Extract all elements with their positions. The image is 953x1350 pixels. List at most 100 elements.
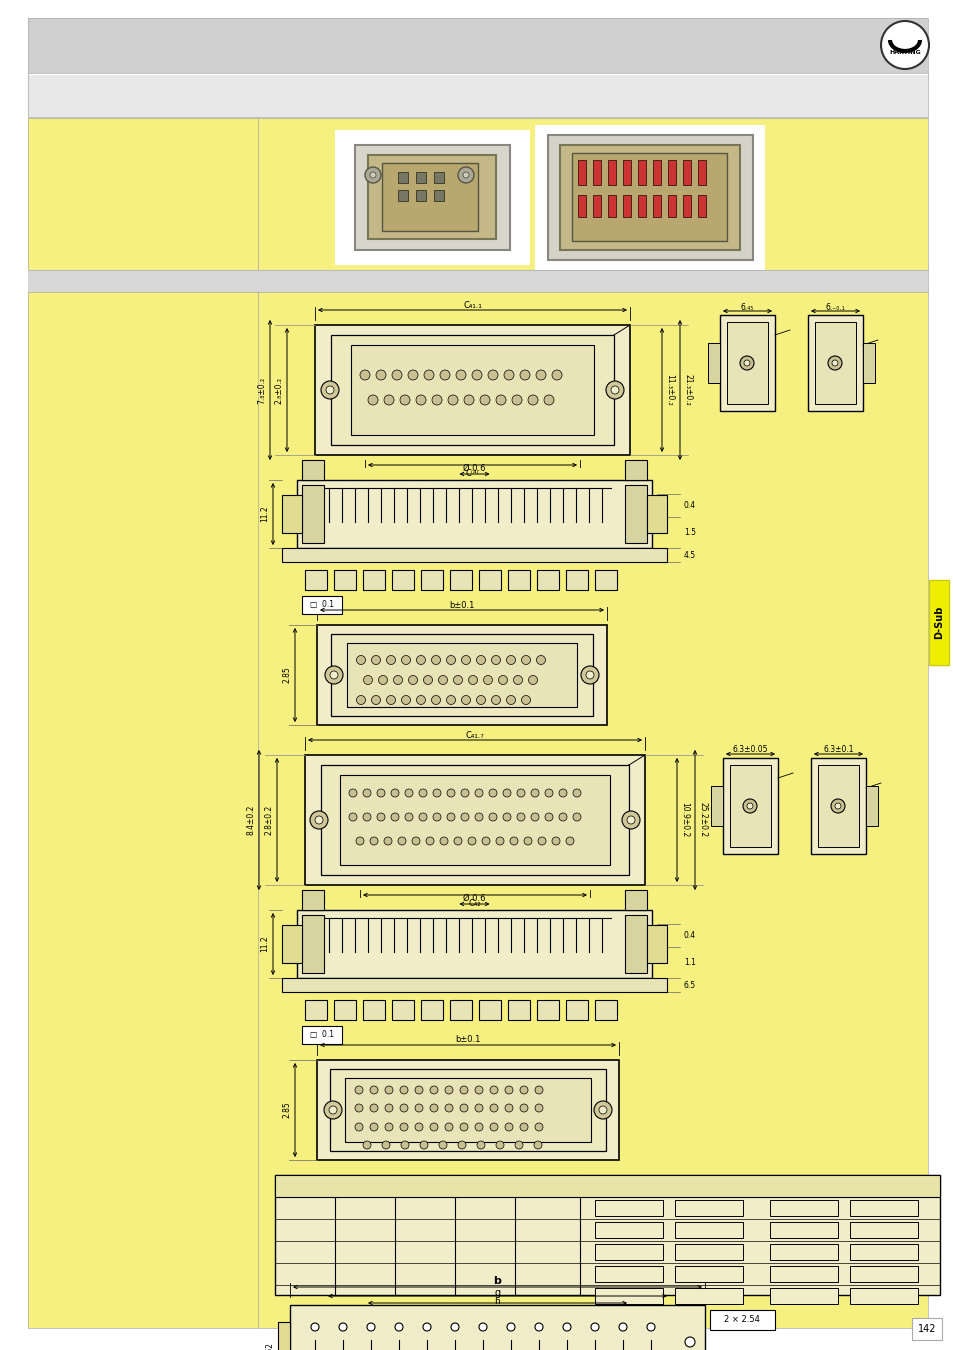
Text: 4.5: 4.5 xyxy=(683,551,696,559)
Circle shape xyxy=(468,675,477,684)
Circle shape xyxy=(459,1085,468,1094)
Circle shape xyxy=(527,396,537,405)
Circle shape xyxy=(393,675,402,684)
Circle shape xyxy=(329,1106,336,1114)
Circle shape xyxy=(521,656,530,664)
Circle shape xyxy=(324,1102,341,1119)
Circle shape xyxy=(365,167,380,184)
Bar xyxy=(928,580,948,666)
Circle shape xyxy=(370,1104,377,1112)
Circle shape xyxy=(503,370,514,379)
Bar xyxy=(302,915,324,973)
Bar xyxy=(347,643,577,707)
Circle shape xyxy=(430,1085,437,1094)
Circle shape xyxy=(605,381,623,400)
Circle shape xyxy=(462,171,469,178)
Circle shape xyxy=(646,1323,655,1331)
Circle shape xyxy=(523,837,532,845)
Bar xyxy=(814,323,855,404)
Circle shape xyxy=(416,396,426,405)
Circle shape xyxy=(562,1323,571,1331)
Circle shape xyxy=(478,1323,486,1331)
Text: 7.₈±0.₂: 7.₈±0.₂ xyxy=(257,377,266,404)
Text: C₄₁.₇: C₄₁.₇ xyxy=(465,730,484,740)
Bar xyxy=(296,481,651,548)
Circle shape xyxy=(468,837,476,845)
Circle shape xyxy=(461,695,470,705)
Circle shape xyxy=(416,656,425,664)
Text: HARTING: HARTING xyxy=(888,50,920,55)
Circle shape xyxy=(457,1141,465,1149)
Bar xyxy=(363,1000,385,1021)
Bar xyxy=(331,335,614,446)
Circle shape xyxy=(368,396,377,405)
Circle shape xyxy=(743,360,749,366)
Circle shape xyxy=(401,695,410,705)
Bar xyxy=(339,775,609,865)
Circle shape xyxy=(349,813,356,821)
Bar xyxy=(0,0,953,270)
Circle shape xyxy=(412,837,419,845)
Circle shape xyxy=(506,695,515,705)
Circle shape xyxy=(506,656,515,664)
Bar xyxy=(320,765,628,875)
Circle shape xyxy=(371,656,380,664)
Text: b±0.1: b±0.1 xyxy=(455,1035,480,1045)
Bar xyxy=(478,1000,500,1021)
Circle shape xyxy=(426,837,434,845)
Circle shape xyxy=(395,1323,402,1331)
Circle shape xyxy=(827,356,841,370)
Text: 2.8±0.2: 2.8±0.2 xyxy=(264,805,274,836)
Bar xyxy=(305,1000,327,1021)
Bar xyxy=(302,485,324,543)
Circle shape xyxy=(423,370,434,379)
Circle shape xyxy=(311,1323,318,1331)
Text: 1.1: 1.1 xyxy=(683,958,695,967)
Circle shape xyxy=(476,656,485,664)
Circle shape xyxy=(459,1104,468,1112)
Text: 2.₈±0.₂: 2.₈±0.₂ xyxy=(274,377,283,404)
Bar xyxy=(646,495,666,533)
Circle shape xyxy=(490,1123,497,1131)
Circle shape xyxy=(405,813,413,821)
Bar xyxy=(595,1200,662,1216)
Circle shape xyxy=(528,675,537,684)
Circle shape xyxy=(481,837,490,845)
Text: 6.3±0.05: 6.3±0.05 xyxy=(732,745,767,755)
Circle shape xyxy=(416,695,425,705)
Bar xyxy=(707,343,720,383)
Circle shape xyxy=(439,837,448,845)
Circle shape xyxy=(326,386,334,394)
Bar xyxy=(565,570,587,590)
Circle shape xyxy=(447,813,455,821)
Bar xyxy=(698,194,705,217)
Circle shape xyxy=(834,803,841,809)
Bar xyxy=(302,595,341,614)
Circle shape xyxy=(580,666,598,684)
Bar xyxy=(638,194,645,217)
Bar xyxy=(478,570,500,590)
Bar xyxy=(316,1060,618,1160)
Bar xyxy=(807,315,862,410)
Circle shape xyxy=(626,815,635,824)
Circle shape xyxy=(475,1104,482,1112)
Circle shape xyxy=(330,671,337,679)
Bar xyxy=(709,1310,774,1330)
Text: C⁽⁴⁾: C⁽⁴⁾ xyxy=(465,468,478,478)
Circle shape xyxy=(370,837,377,845)
Circle shape xyxy=(446,695,455,705)
Bar xyxy=(274,1174,939,1197)
Circle shape xyxy=(535,1323,542,1331)
Circle shape xyxy=(521,695,530,705)
Bar xyxy=(397,171,408,184)
Circle shape xyxy=(535,1085,542,1094)
Circle shape xyxy=(405,788,413,796)
Circle shape xyxy=(378,675,387,684)
Bar xyxy=(622,161,630,185)
Circle shape xyxy=(496,837,503,845)
Circle shape xyxy=(446,656,455,664)
Circle shape xyxy=(376,813,385,821)
Circle shape xyxy=(349,788,356,796)
Circle shape xyxy=(384,837,392,845)
Bar xyxy=(595,1000,617,1021)
